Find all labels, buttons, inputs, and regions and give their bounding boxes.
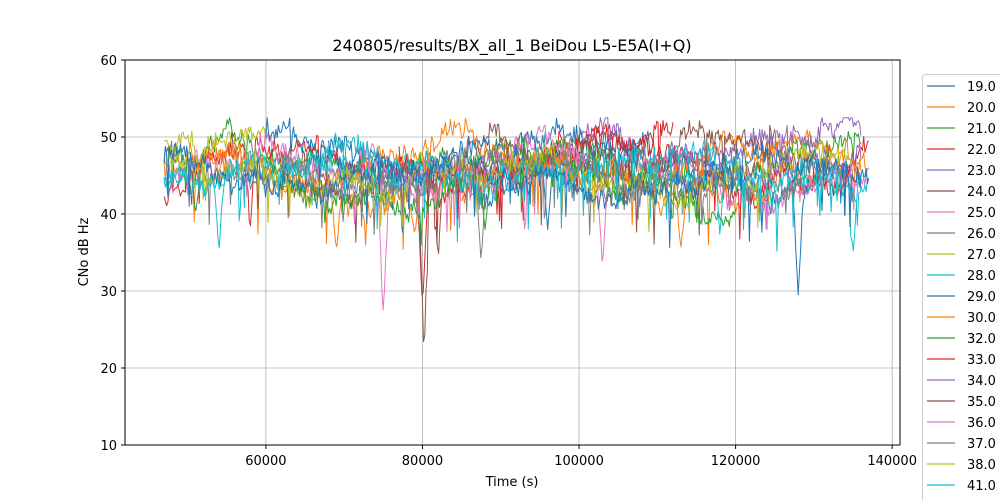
legend-label: 27.0 — [967, 248, 996, 263]
series-line-32.0 — [265, 134, 737, 246]
legend-box — [922, 74, 1000, 500]
series-line-26.0 — [163, 140, 658, 259]
legend-label: 36.0 — [967, 416, 996, 431]
legend-label: 25.0 — [967, 206, 996, 221]
x-tick-label: 100000 — [554, 454, 604, 469]
x-tick-label: 140000 — [867, 454, 917, 469]
series-line-27.0 — [163, 126, 267, 200]
legend-label: 34.0 — [967, 374, 996, 389]
legend-label: 29.0 — [967, 290, 996, 305]
x-tick-label: 60000 — [245, 454, 286, 469]
plot-area — [125, 60, 900, 445]
legend-label: 22.0 — [967, 143, 996, 158]
legend-label: 32.0 — [967, 332, 996, 347]
legend-label: 21.0 — [967, 122, 996, 137]
legend-label: 19.0 — [967, 80, 996, 95]
x-tick-label: 120000 — [711, 454, 761, 469]
legend: 19.0 20.0 21.0 22.0 23.0 24.0 25.0 26.0 27.0 28.0… — [922, 74, 1000, 500]
y-tick-label: 20 — [100, 362, 117, 377]
axis-ticks: 60000 80000 100000 120000 140000 10 20 30 40 50 60 — [100, 54, 917, 469]
series-line-38.0 — [163, 142, 854, 233]
legend-label: 33.0 — [967, 353, 996, 368]
series-line-42.0 — [163, 140, 870, 249]
x-axis-title: Time (s) — [485, 475, 539, 490]
legend-label: 30.0 — [967, 311, 996, 326]
series-line-35.0 — [578, 120, 776, 211]
y-tick-label: 50 — [100, 131, 117, 146]
y-tick-label: 30 — [100, 285, 117, 300]
x-tick-label: 80000 — [402, 454, 443, 469]
series-line-41.0 — [163, 132, 870, 235]
legend-label: 23.0 — [967, 164, 996, 179]
legend-label: 37.0 — [967, 437, 996, 452]
legend-label: 20.0 — [967, 101, 996, 116]
legend-label: 38.0 — [967, 458, 996, 473]
series-line-23.0 — [578, 117, 862, 230]
y-tick-label: 40 — [100, 208, 117, 223]
legend-label: 24.0 — [967, 185, 996, 200]
plot-frame — [124, 59, 901, 446]
y-axis-title: CNo dB Hz — [77, 217, 92, 286]
legend-label: 28.0 — [967, 269, 996, 284]
legend-label: 41.0 — [967, 479, 996, 494]
y-tick-label: 60 — [100, 54, 117, 69]
series-lines — [163, 117, 870, 342]
legend-label: 26.0 — [967, 227, 996, 242]
chart-title: 240805/results/BX_all_1 BeiDou L5-E5A(I+… — [332, 36, 691, 56]
legend-label: 35.0 — [967, 395, 996, 410]
y-tick-label: 10 — [100, 439, 117, 454]
